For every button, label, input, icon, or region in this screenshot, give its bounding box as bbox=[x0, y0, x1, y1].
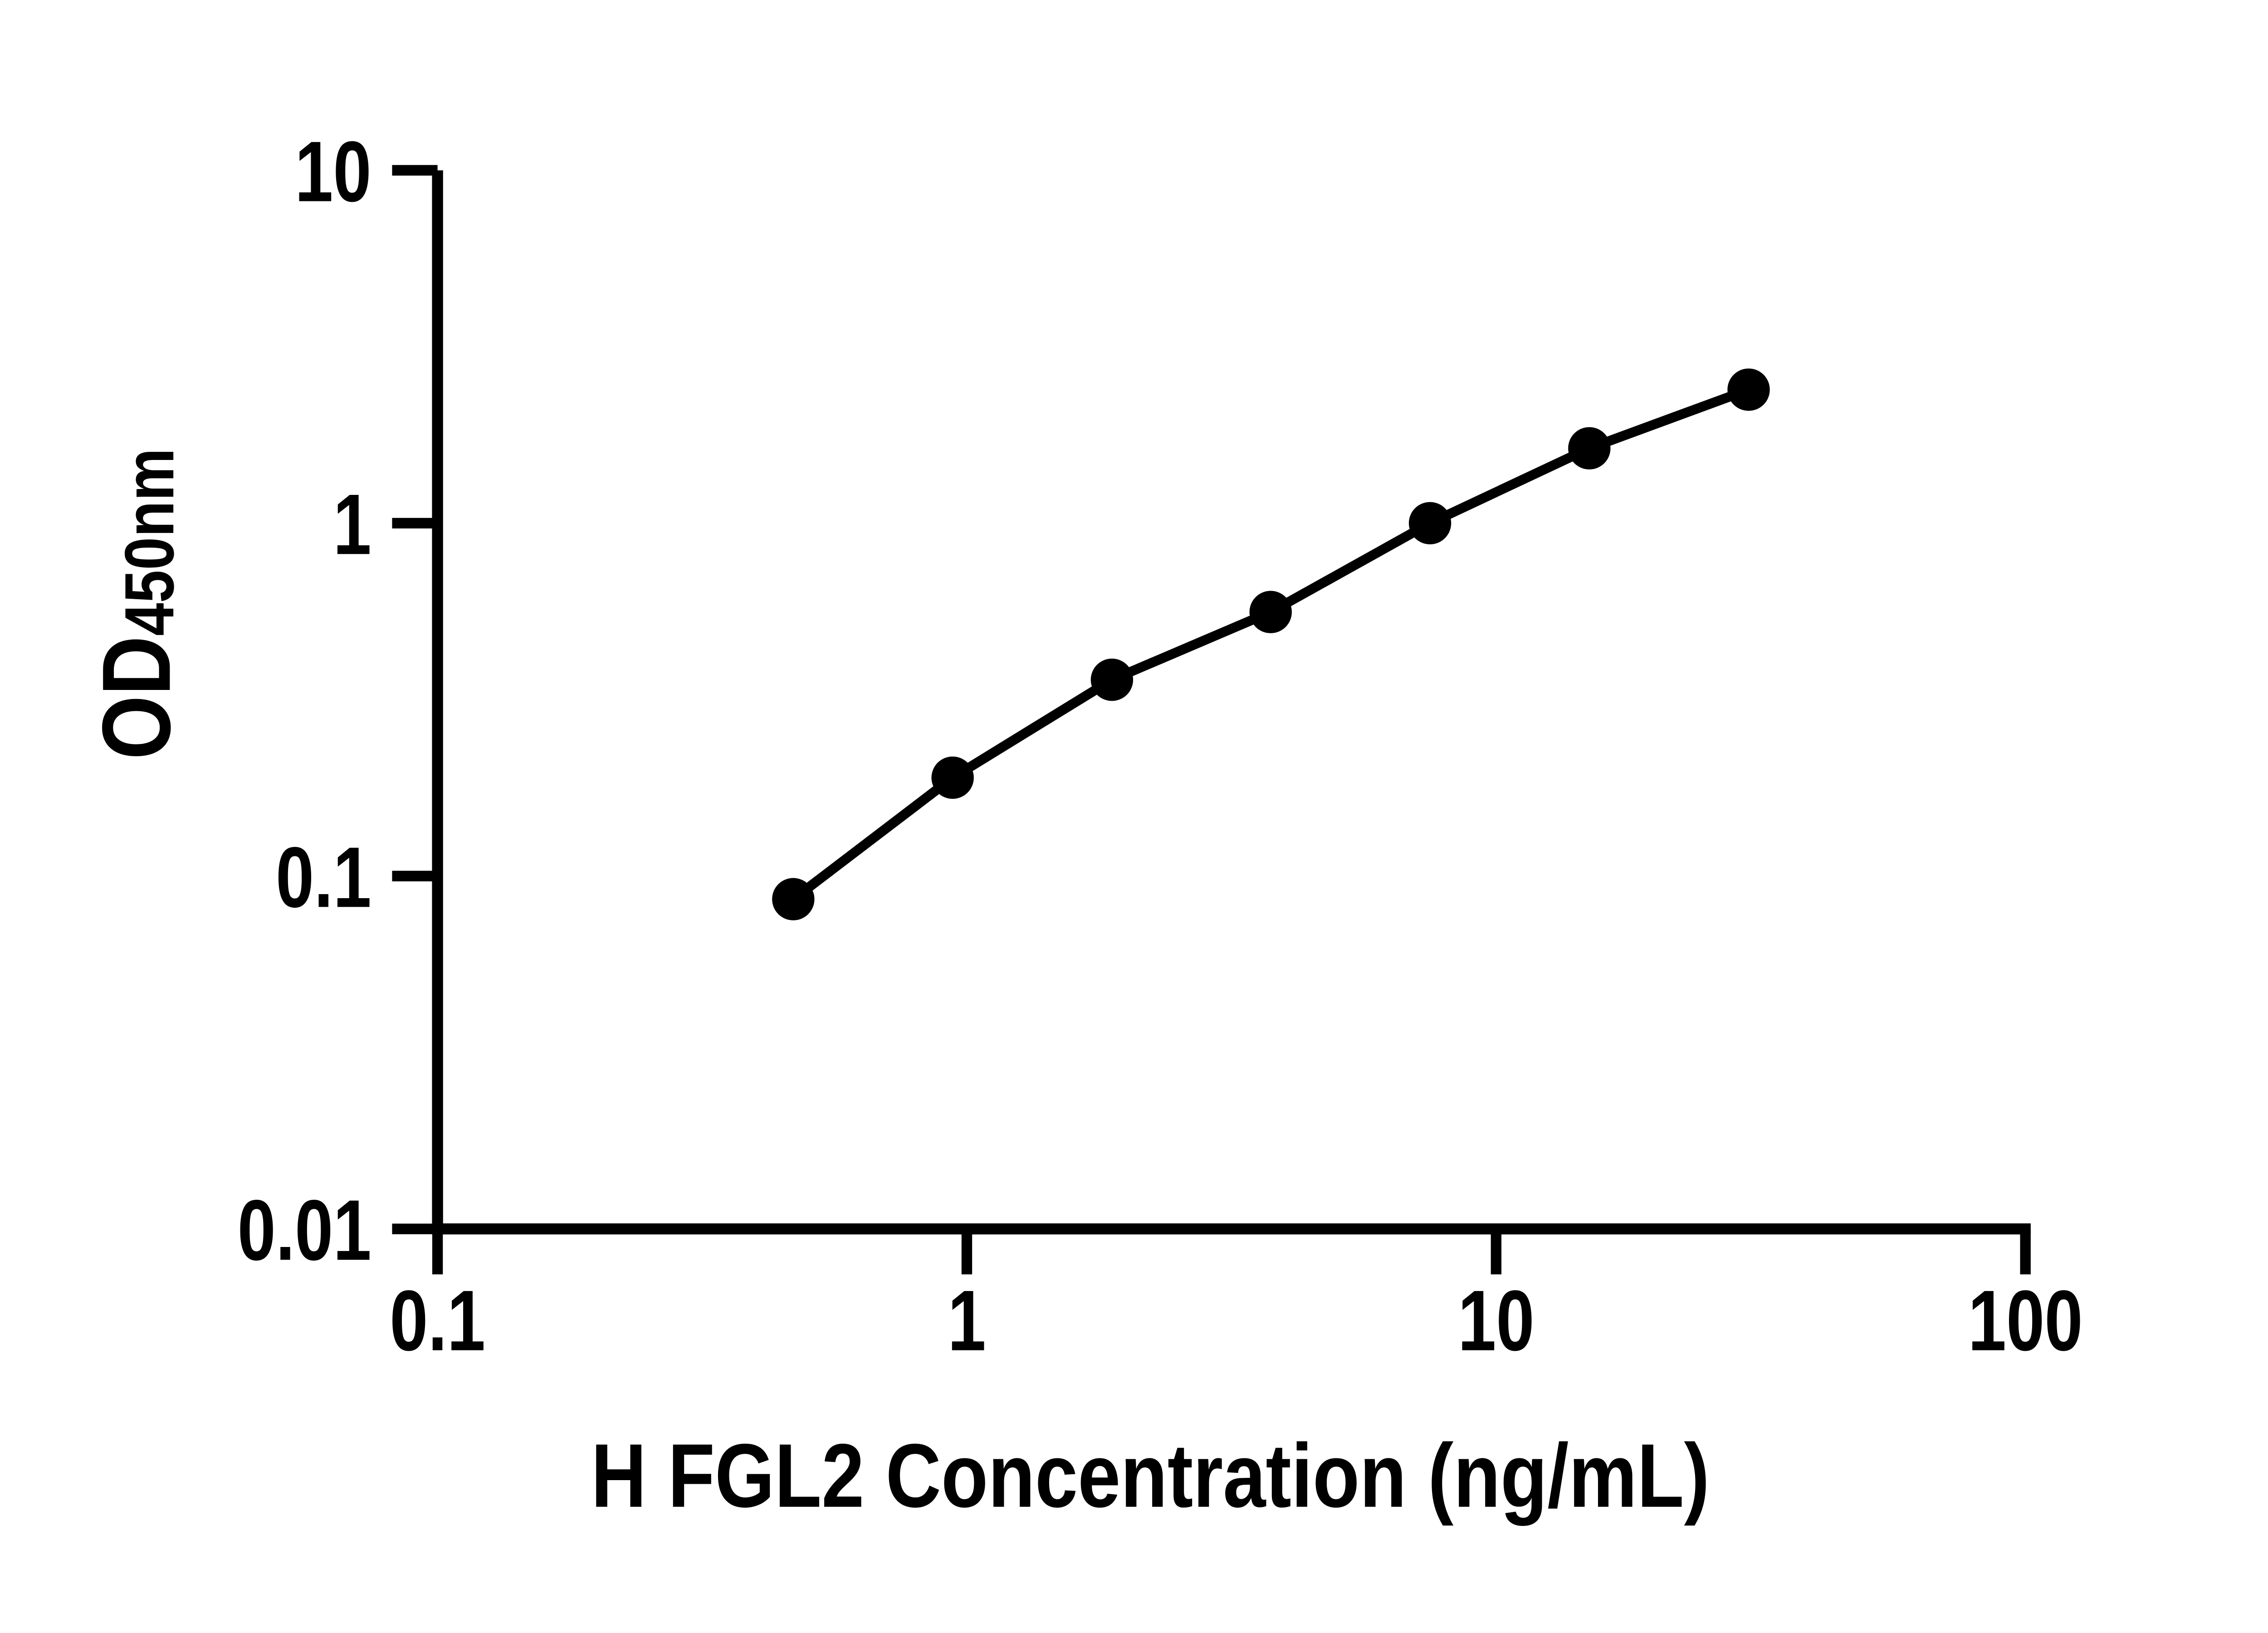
x-tick-label: 1 bbox=[948, 1273, 986, 1369]
y-tick-label: 10 bbox=[295, 124, 371, 220]
x-axis-title: H FGL2 Concentration (ng/mL) bbox=[591, 1426, 1710, 1526]
data-point bbox=[1090, 658, 1134, 701]
data-point bbox=[931, 756, 974, 799]
plot-background bbox=[0, 22, 2268, 1611]
y-axis-title: OD450nm bbox=[82, 448, 191, 760]
data-point bbox=[772, 878, 815, 920]
y-axis-title-main: OD bbox=[82, 636, 191, 760]
x-tick-label: 10 bbox=[1458, 1273, 1535, 1369]
data-point bbox=[1249, 591, 1292, 633]
x-tick-label: 100 bbox=[1968, 1273, 2083, 1369]
data-point bbox=[1568, 427, 1611, 469]
y-tick-label: 0.01 bbox=[238, 1183, 371, 1278]
y-tick-label: 1 bbox=[333, 477, 371, 572]
x-tick-label: 0.1 bbox=[390, 1273, 485, 1369]
y-tick-label: 0.1 bbox=[276, 830, 371, 925]
y-axis-title-subscript: 450nm bbox=[111, 448, 188, 636]
data-point bbox=[1727, 368, 1770, 411]
data-point bbox=[1408, 502, 1452, 545]
